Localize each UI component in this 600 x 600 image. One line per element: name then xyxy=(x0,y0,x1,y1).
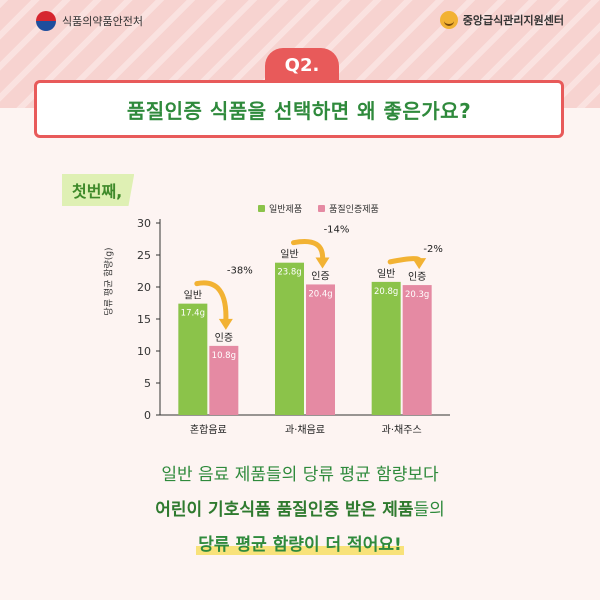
mfds-logo: 식품의약품안전처 xyxy=(36,11,143,31)
bar-general xyxy=(371,281,401,415)
bar-value-label: 10.8g xyxy=(212,351,236,361)
x-tick-label: 혼합음료 xyxy=(190,423,227,436)
x-tick-label: 과·채주스 xyxy=(382,424,422,436)
decrease-arrow-head xyxy=(315,257,330,269)
message-line-1: 일반 음료 제품들의 당류 평균 함량보다 xyxy=(161,465,439,485)
smile-icon xyxy=(439,11,458,29)
bar-certified xyxy=(402,285,432,415)
bar-value-label: 17.4g xyxy=(181,309,205,319)
center-logo: 중앙급식관리지원센터 xyxy=(439,11,564,29)
bar-value-label: 20.8g xyxy=(374,287,398,297)
mfds-logo-text: 식품의약품안전처 xyxy=(62,15,143,28)
question-title: 품질인증 식품을 선택하면 왜 좋은가요? xyxy=(126,98,472,123)
y-tick-label: 10 xyxy=(137,345,151,358)
header: 식품의약품안전처 중앙급식관리지원센터 xyxy=(0,0,600,40)
message-line-2: 어린이 기호식품 품질인증 받은 제품들의 xyxy=(0,495,600,520)
bar-series-label: 인증 xyxy=(408,271,426,283)
section-tag: 첫번째, xyxy=(62,174,135,206)
y-tick-label: 0 xyxy=(144,409,151,422)
center-logo-text: 중앙급식관리지원센터 xyxy=(462,14,564,27)
message-line-3: 당류 평균 함량이 더 적어요! xyxy=(0,530,600,555)
decrease-arrow-head xyxy=(218,318,233,330)
message-line-2-bold: 어린이 기호식품 품질인증 받은 제품 xyxy=(155,500,414,520)
decrease-arrow-head xyxy=(412,258,427,270)
bar-certified xyxy=(306,284,335,415)
legend-swatch-certified xyxy=(318,205,326,212)
bar-certified xyxy=(209,345,239,415)
bar-value-label: 20.4g xyxy=(308,289,332,299)
bar-series-label: 인증 xyxy=(215,332,233,344)
legend-item-general: 일반제품 xyxy=(258,202,302,215)
taeguk-icon xyxy=(36,11,56,31)
y-tick-label: 20 xyxy=(137,281,151,294)
bar-general xyxy=(275,262,304,415)
bar-value-label: 23.8g xyxy=(277,268,301,278)
y-tick-label: 25 xyxy=(137,249,151,262)
message-line-2-rest: 들의 xyxy=(413,500,445,520)
legend-item-certified: 품질인증제품 xyxy=(318,202,379,215)
bar-series-label: 인증 xyxy=(311,270,329,282)
percent-change-label: -2% xyxy=(423,244,442,255)
question-badge: Q2. xyxy=(265,48,339,84)
legend-swatch-general xyxy=(258,205,265,212)
bar-series-label: 일반 xyxy=(280,249,298,261)
question-title-box: 품질인증 식품을 선택하면 왜 좋은가요? xyxy=(34,80,564,138)
decrease-arrow xyxy=(291,239,326,263)
chart-legend: 일반제품 품질인증제품 xyxy=(258,202,379,215)
bar-value-label: 20.3g xyxy=(405,290,429,300)
bar-series-label: 일반 xyxy=(184,290,202,302)
y-tick-label: 5 xyxy=(144,377,151,390)
legend-label-general: 일반제품 xyxy=(269,205,303,215)
y-tick-label: 15 xyxy=(137,313,151,326)
legend-label-certified: 품질인증제품 xyxy=(329,205,379,215)
y-tick-label: 30 xyxy=(137,217,151,230)
bar-general xyxy=(178,303,208,415)
decrease-arrow xyxy=(194,280,229,325)
bottom-message: 일반 음료 제품들의 당류 평균 함량보다 어린이 기호식품 품질인증 받은 제… xyxy=(0,460,600,555)
percent-change-label: -14% xyxy=(324,225,350,236)
x-tick-label: 과·채음료 xyxy=(285,424,325,436)
message-line-3-highlight: 당류 평균 함량이 더 적어요! xyxy=(196,535,404,555)
bar-series-label: 일반 xyxy=(377,268,395,280)
percent-change-label: -38% xyxy=(227,266,253,277)
